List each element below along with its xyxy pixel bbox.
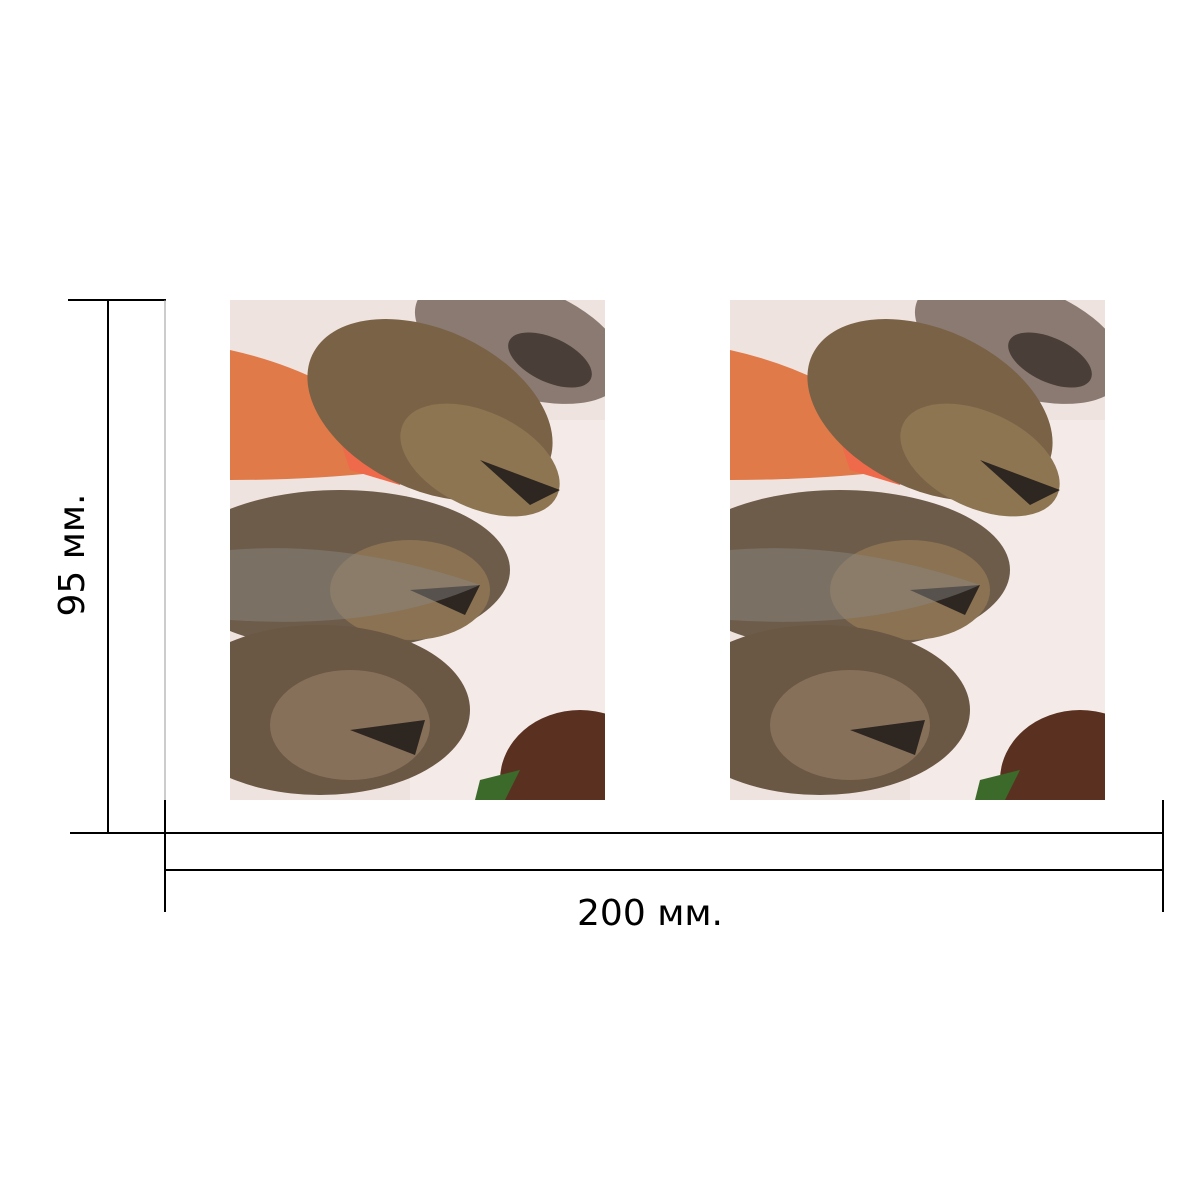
product-photo <box>670 251 1160 850</box>
product-photo <box>170 251 660 850</box>
height-label: 95 мм. <box>52 493 93 616</box>
width-label: 200 мм. <box>577 893 723 934</box>
